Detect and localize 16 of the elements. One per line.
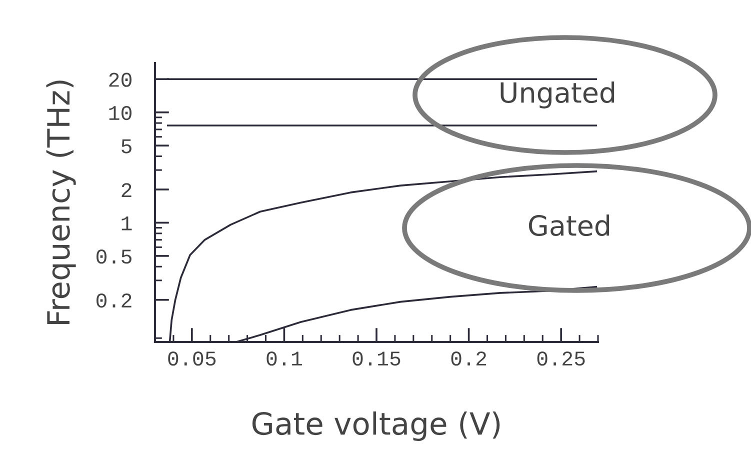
annotation: Gated <box>528 214 610 236</box>
x-tick-label: 0.1 <box>266 351 302 366</box>
y-tick-label: 0.2 <box>96 293 132 308</box>
y-tick-label: 2 <box>122 183 132 198</box>
x-axis-title: Gate voltage (V) <box>252 411 500 441</box>
y-tick-label: 1 <box>122 216 132 230</box>
y-tick-label: 10 <box>109 106 132 120</box>
x-tick-label: 0.15 <box>352 351 400 366</box>
y-tick-label: 20 <box>109 72 132 87</box>
y-tick-label: 5 <box>122 139 132 154</box>
y-axis-title: Frequency (THz) <box>46 80 76 324</box>
x-tick-label: 0.05 <box>168 351 216 366</box>
x-tick-label: 0.2 <box>451 351 486 366</box>
y-tick-label: 0.5 <box>96 250 132 264</box>
x-tick-label: 0.25 <box>537 351 585 366</box>
annotation: Ungated <box>500 82 614 108</box>
